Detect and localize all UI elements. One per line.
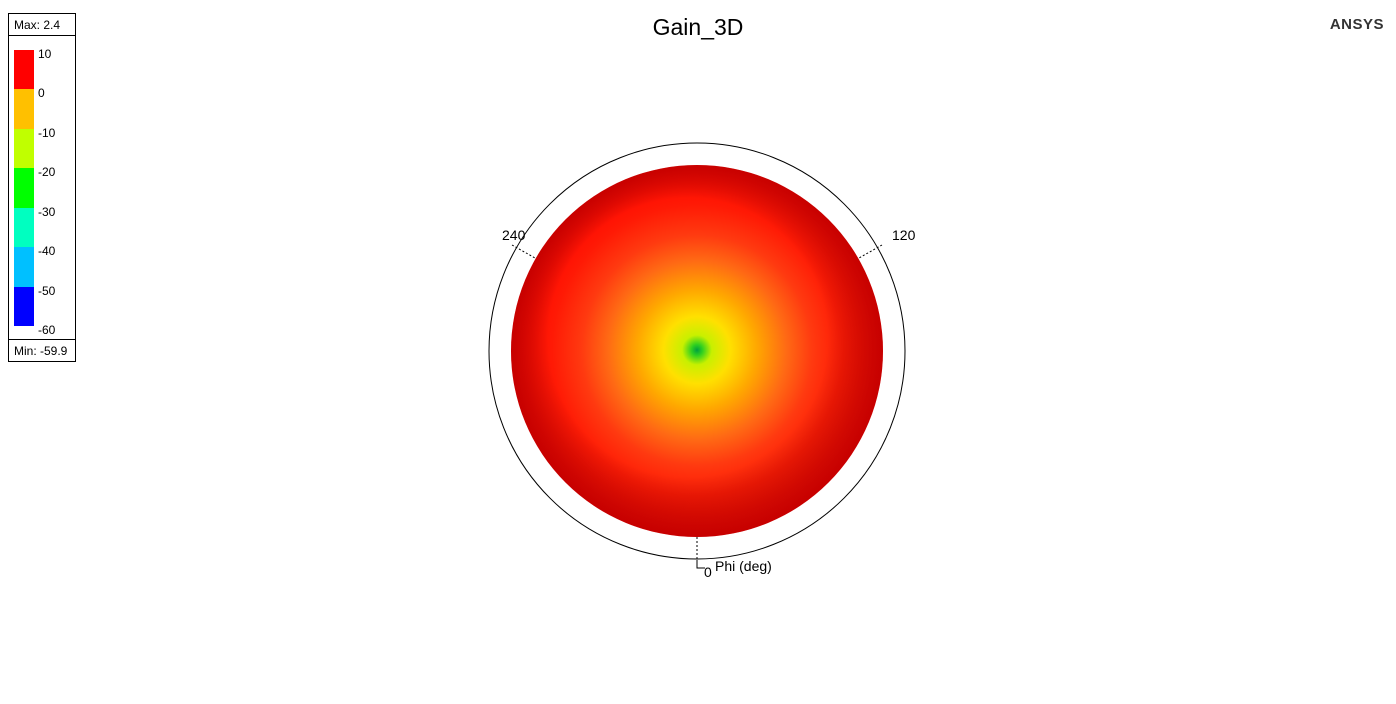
legend-tick-label: -60 xyxy=(38,323,56,337)
phi-axis-marker xyxy=(696,560,705,569)
phi-tick-label-0: 0 xyxy=(704,564,712,580)
legend-ticks: 10 0 -10 -20 -30 -40 -50 -60 xyxy=(38,47,74,340)
phi-axis-label: Phi (deg) xyxy=(715,558,772,574)
legend-tick-label: -40 xyxy=(38,244,56,258)
color-legend: Max: 2.4 10 0 -10 -20 -30 -40 -50 -60 Mi… xyxy=(8,13,76,362)
ansys-logo: ANSYS xyxy=(1329,16,1384,33)
legend-swatch xyxy=(14,168,34,208)
phi-tick-120 xyxy=(858,244,883,259)
phi-tick-label-120: 120 xyxy=(892,227,916,243)
gain-surface-shading xyxy=(511,165,883,537)
legend-min-label: Min: -59.9 xyxy=(9,339,75,361)
legend-tick-label: -20 xyxy=(38,165,56,179)
legend-tick-label: 10 xyxy=(38,47,52,61)
legend-swatch xyxy=(14,247,34,287)
chart-title: Gain_3D xyxy=(652,14,744,40)
legend-tick-label: -50 xyxy=(38,284,56,298)
legend-swatch xyxy=(14,89,34,129)
legend-swatch xyxy=(14,128,34,169)
legend-max-label: Max: 2.4 xyxy=(9,14,75,36)
legend-swatch xyxy=(14,207,34,248)
legend-tick-label: -30 xyxy=(38,205,56,219)
legend-swatch xyxy=(14,50,34,90)
phi-tick-label-240: 240 xyxy=(502,227,526,243)
legend-tick-label: -10 xyxy=(38,126,56,140)
legend-tick-label: 0 xyxy=(38,86,45,100)
legend-color-bar xyxy=(14,50,34,326)
phi-tick-240 xyxy=(511,244,536,259)
legend-swatch xyxy=(14,286,34,326)
